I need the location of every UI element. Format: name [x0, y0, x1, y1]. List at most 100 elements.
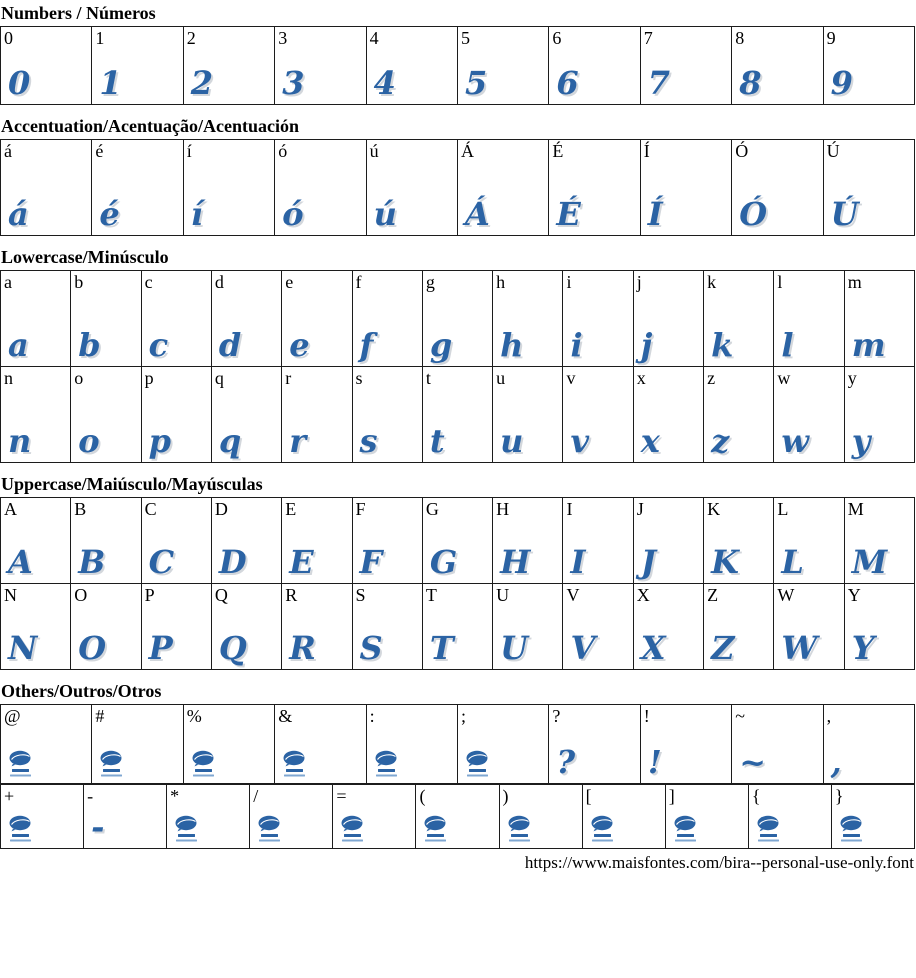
reference-character: ]: [668, 786, 675, 806]
reference-character: m: [847, 272, 862, 292]
glyph-cell: ,,: [823, 705, 915, 784]
glyph-cell: (: [416, 785, 500, 849]
glyph-cell: =: [333, 785, 417, 849]
reference-character: }: [834, 786, 844, 806]
reference-character: ~: [735, 706, 745, 726]
font-glyph: á: [8, 195, 29, 233]
reference-character: I: [566, 499, 573, 519]
reference-character: :: [369, 706, 375, 726]
reference-character: Í: [643, 141, 650, 161]
font-glyph: T: [429, 629, 454, 667]
font-glyph: S: [359, 629, 383, 667]
reference-character: 2: [186, 28, 196, 48]
maisfontes-logo-icon: [508, 815, 531, 845]
font-glyph: K: [711, 543, 739, 581]
reference-character: G: [425, 499, 439, 519]
font-glyph: L: [781, 543, 804, 581]
maisfontes-logo-icon: [591, 815, 614, 845]
font-glyph: 5: [465, 64, 488, 102]
reference-character: n: [4, 368, 13, 388]
font-glyph: ú: [373, 195, 397, 233]
font-glyph: ?: [556, 743, 576, 781]
reference-character: p: [144, 368, 154, 388]
maisfontes-logo-icon: [466, 750, 489, 780]
reference-character: ú: [369, 141, 379, 161]
font-glyph: o: [78, 422, 100, 460]
font-specimen-sheet: Numbers / Números 0 0 1 1 2 2 3 3 4 4 5 5 6 6 7 7 8 8 9 9 Acc…: [0, 3, 916, 849]
reference-character: ?: [552, 706, 561, 726]
reference-character: *: [170, 786, 180, 806]
reference-character: Á: [461, 141, 474, 161]
reference-character: /: [253, 786, 259, 806]
reference-character: g: [425, 272, 435, 292]
font-glyph: 9: [830, 64, 853, 102]
maisfontes-logo-icon: [283, 750, 306, 780]
footer-url: https://www.maisfontes.com/bira--persona…: [524, 853, 914, 872]
font-glyph: Ó: [739, 195, 768, 233]
font-glyph: E: [289, 543, 314, 581]
glyph-table: + - - * / = (: [0, 784, 915, 849]
reference-character: w: [777, 368, 791, 388]
section-title: Accentuation/Acentuação/Acentuación: [1, 116, 299, 136]
font-glyph: ,: [830, 743, 842, 781]
font-glyph: U: [500, 629, 529, 667]
reference-character: f: [355, 272, 362, 292]
glyph-cell: &: [275, 705, 367, 784]
reference-character: r: [285, 368, 292, 388]
font-glyph: g: [429, 326, 453, 364]
reference-character: 9: [826, 28, 836, 48]
font-glyph: D: [218, 543, 247, 581]
reference-character: v: [566, 368, 576, 388]
reference-character: H: [496, 499, 510, 519]
font-glyph: 6: [556, 64, 579, 102]
font-glyph: x: [640, 422, 660, 460]
font-glyph: I: [570, 543, 586, 581]
font-glyph: H: [500, 543, 531, 581]
reference-character: ,: [826, 706, 832, 726]
reference-character: c: [144, 272, 153, 292]
reference-character: Ó: [735, 141, 749, 161]
reference-character: &: [278, 706, 293, 726]
glyph-cell: ): [499, 785, 583, 849]
reference-character: ): [502, 786, 509, 806]
glyph-cell: @: [1, 705, 93, 784]
reference-character: %: [186, 706, 202, 726]
font-glyph: f: [359, 326, 374, 364]
reference-character: X: [636, 585, 650, 605]
reference-character: O: [74, 585, 88, 605]
font-glyph: z: [711, 422, 730, 460]
reference-character: 5: [461, 28, 470, 48]
font-glyph: m: [851, 326, 886, 364]
maisfontes-logo-icon: [341, 815, 364, 845]
glyph-cell: :: [366, 705, 458, 784]
reference-character: T: [425, 585, 437, 605]
section-title: Others/Outros/Otros: [1, 681, 162, 701]
